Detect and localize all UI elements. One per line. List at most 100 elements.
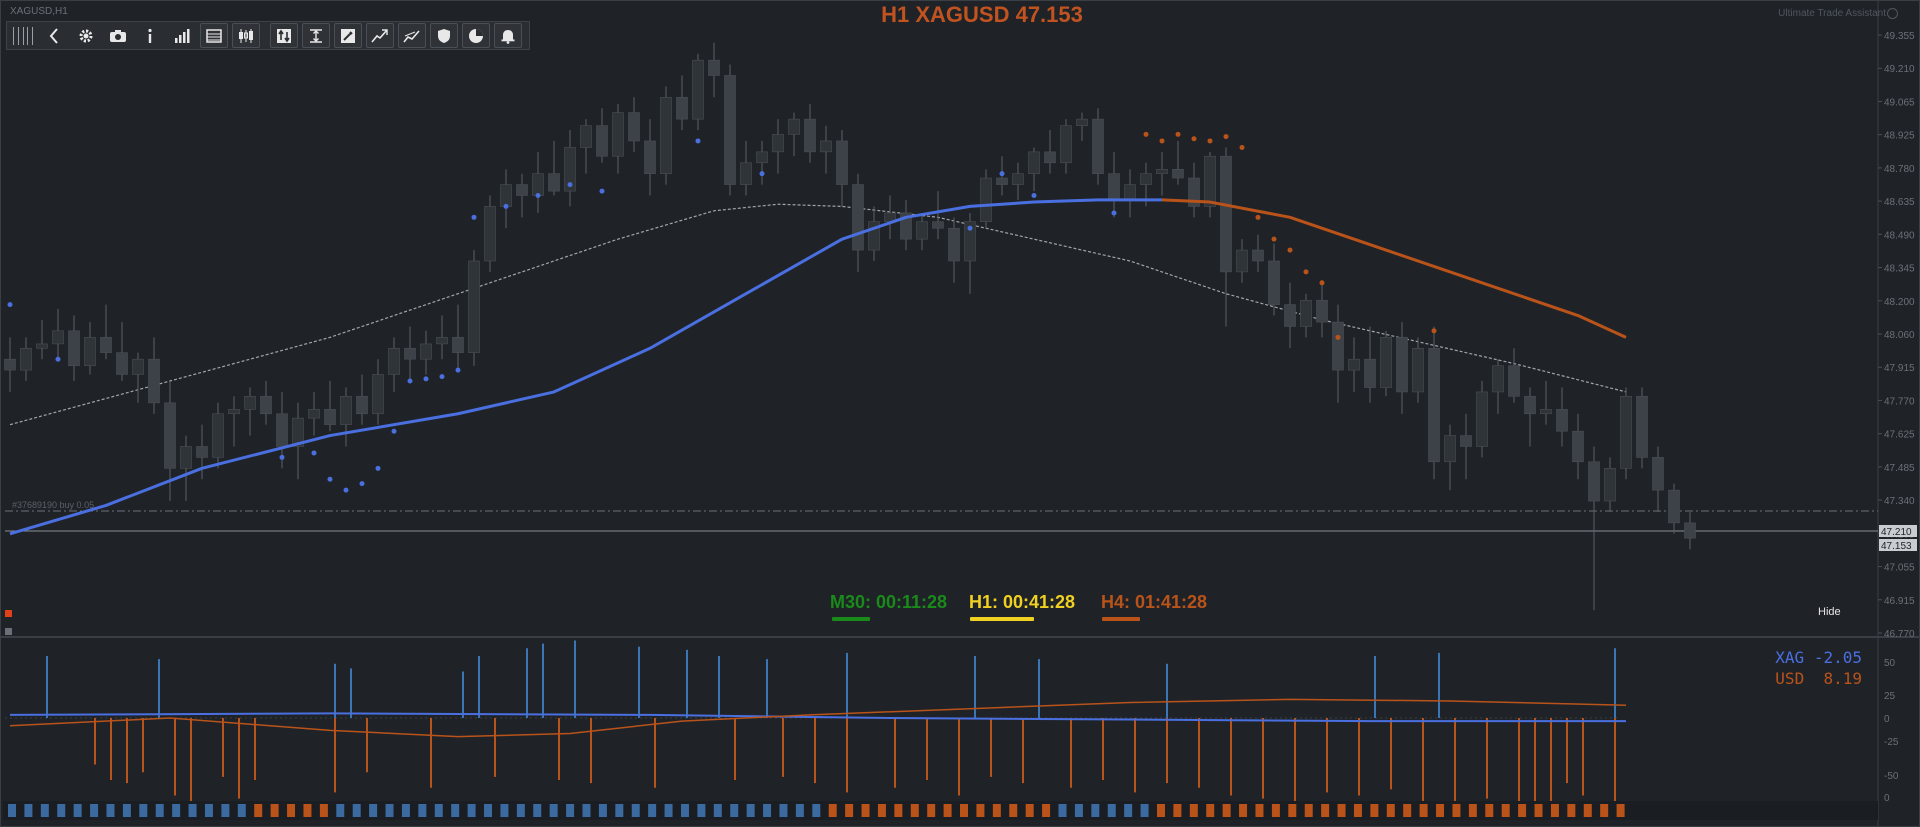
heat-cell [943,804,952,817]
candlestick-icon[interactable] [232,23,260,48]
candle-body [756,151,768,164]
heat-cell [352,804,361,817]
signal-dot-orange [1207,138,1213,144]
grip-icon[interactable] [10,26,36,46]
signal-dot-orange [1159,138,1165,144]
heat-cell [451,804,460,817]
timer-h4-underline [1102,617,1140,621]
candle-body [996,177,1008,185]
candle-body [500,184,512,207]
assistant-label[interactable]: Ultimate Trade Assistant [1778,8,1886,19]
heat-cell [516,804,525,817]
candle-body [4,358,16,371]
price-tick-label: 48.925 [1884,131,1915,142]
heat-cell [319,804,328,817]
pie-chart-icon[interactable] [462,23,490,48]
heat-cell [1534,804,1543,817]
candle-body [36,343,48,349]
trendline-alt-icon[interactable] [398,23,426,48]
candle-body [532,173,544,196]
candle-body [804,118,816,153]
candle-body [1300,299,1312,327]
heat-cell [960,804,969,817]
bar-chart-icon[interactable] [168,23,196,48]
pencil-icon[interactable] [334,23,362,48]
heat-cell [1255,804,1264,817]
heat-cell [1304,804,1313,817]
candle-body [1460,435,1472,447]
signal-dot-blue [359,481,365,487]
candle-body [1636,395,1648,458]
heat-cell [1321,804,1330,817]
signal-dot-orange [1319,280,1325,286]
heat-cell [172,804,181,817]
order-line-group[interactable]: #37689190 buy 0.05 [5,500,1878,532]
signal-dot-blue [375,465,381,471]
camera-icon[interactable] [104,23,132,48]
indicator-tick-label: 25 [1884,691,1896,702]
heat-cell [533,804,542,817]
indicator-tick-label: -50 [1884,771,1899,782]
strength-lines [9,698,1627,738]
bell-icon[interactable] [494,23,522,48]
heat-cell [1452,804,1461,817]
info-icon[interactable] [136,23,164,48]
hide-button[interactable]: Hide [1818,606,1841,618]
candle-body [1572,430,1584,463]
candle-body [420,343,432,360]
heat-cell [385,804,394,817]
shield-icon[interactable] [430,23,458,48]
candle-body [308,409,320,419]
list-icon[interactable] [200,23,228,48]
heat-cell [1222,804,1231,817]
heat-cell [746,804,755,817]
candle-body [580,125,592,148]
fast-moving-average [9,198,1627,536]
range-icon[interactable] [302,23,330,48]
gear-icon[interactable] [72,23,100,48]
heat-cell [1025,804,1034,817]
signal-dot-orange [1255,214,1261,220]
heat-cell [1468,804,1477,817]
heat-cell [1140,804,1149,817]
heat-cell [155,804,164,817]
candle-body [660,96,672,174]
heat-bar [3,801,1878,820]
candle-body [20,347,32,371]
heat-cell [1009,804,1018,817]
candle-body [1444,435,1456,463]
red-square-icon[interactable] [5,610,12,617]
signal-dots [7,131,1437,493]
heat-cell [1403,804,1412,817]
heat-cell [1337,804,1346,817]
candle-body [1412,347,1424,393]
price-tick-label: 49.210 [1884,64,1915,75]
candle-body [164,402,176,469]
candle-body [1348,358,1360,371]
signal-dot-orange [1335,334,1341,340]
heat-cell [976,804,985,817]
heat-cell [1239,804,1248,817]
grey-square-icon[interactable] [5,628,12,635]
timer-h1-underline [970,617,1034,621]
arrows-icon[interactable] [270,23,298,48]
heat-cell [57,804,66,817]
price-tick-label: 47.485 [1884,463,1915,474]
candle-body [180,446,192,469]
candle-body [1252,249,1264,262]
price-tick-label: 47.055 [1884,563,1915,574]
indicator-tick-label: 0 [1884,793,1890,804]
candle-body [1332,321,1344,371]
legend-usd-value: 8.19 [1823,669,1862,688]
candle-body [1396,337,1408,393]
price-tag-label: 47.153 [1881,541,1912,552]
fast-ma-bear-line [1161,198,1627,339]
trendline-icon[interactable] [366,23,394,48]
assistant-settings-icon[interactable] [1887,8,1898,19]
candle-body [676,96,688,120]
signal-dot-blue [1031,193,1037,199]
candle-body [292,417,304,447]
chevron-left-icon[interactable] [40,23,68,48]
heat-cell [845,804,854,817]
